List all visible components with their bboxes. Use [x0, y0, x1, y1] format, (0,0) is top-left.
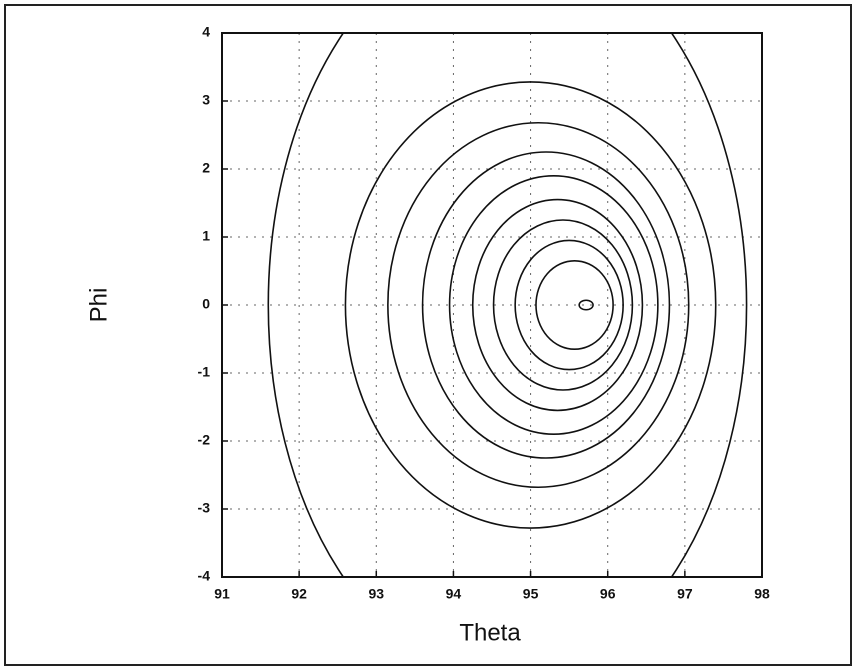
x-tick-label: 96	[600, 586, 616, 602]
contour-line	[448, 175, 659, 435]
y-tick-label: -3	[198, 500, 211, 516]
y-tick-label: 1	[202, 228, 210, 244]
x-tick-label: 95	[523, 586, 539, 602]
contour-line	[514, 239, 624, 371]
x-tick-label: 98	[754, 586, 770, 602]
x-tick-label: 91	[214, 586, 230, 602]
frame	[4, 4, 852, 666]
x-tick-label: 97	[677, 586, 693, 602]
y-tick-label: -4	[198, 568, 211, 584]
contour-line	[421, 151, 671, 459]
y-tick-label: -2	[198, 432, 211, 448]
y-tick-label: 0	[202, 296, 210, 312]
plot-area	[221, 32, 763, 578]
y-tick-label: 3	[202, 92, 210, 108]
contour-line	[535, 259, 614, 350]
x-tick-label: 94	[446, 586, 462, 602]
contour-line	[387, 121, 690, 489]
contour-line	[578, 299, 594, 311]
y-tick-label: 4	[202, 24, 210, 40]
contour-line	[492, 219, 634, 391]
x-tick-label: 93	[368, 586, 384, 602]
y-tick-label: 2	[202, 160, 210, 176]
contour-line	[344, 81, 717, 529]
x-axis-label: Theta	[459, 619, 521, 646]
contour-line	[267, 33, 748, 577]
y-axis-label: Phi	[85, 288, 112, 323]
contour-line	[471, 198, 644, 412]
y-tick-label: -1	[198, 364, 211, 380]
x-tick-label: 92	[291, 586, 307, 602]
